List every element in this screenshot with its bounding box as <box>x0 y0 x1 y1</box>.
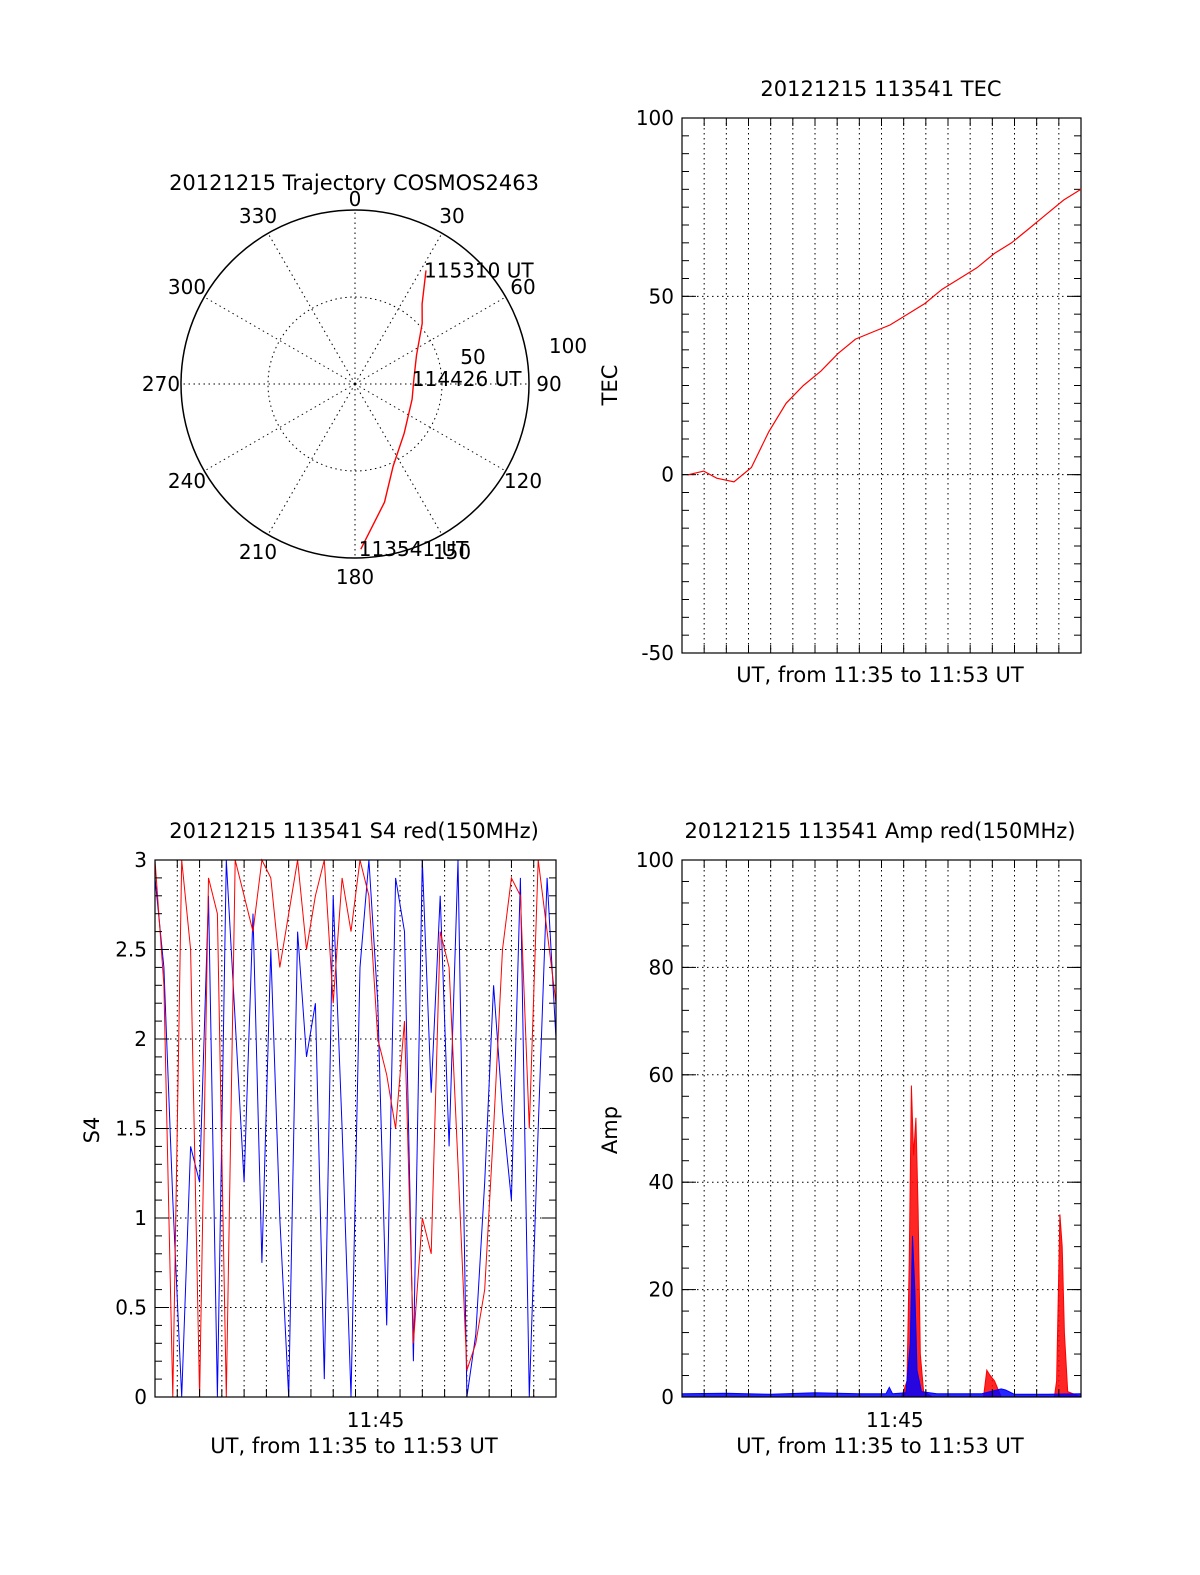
amp-panel: 20121215 113541 Amp red(150MHz) 0 20 40 60 8… <box>598 819 1082 1458</box>
y-tick-label: 100 <box>636 106 674 130</box>
amp-ylabel: Amp <box>598 1106 622 1154</box>
polar-radial-label: 50 <box>460 345 485 369</box>
polar-spoke <box>267 383 356 535</box>
polar-spoke <box>354 383 506 472</box>
y-tick-label: 0 <box>661 1385 674 1409</box>
s4-xlabel: UT, from 11:35 to 11:53 UT <box>210 1434 498 1458</box>
tec-panel: 20121215 113541 TEC -50 0 50 100 TEC UT, fr… <box>598 77 1082 687</box>
trajectory-annotations: 115310 UT 114426 UT 113541 UT <box>359 258 535 561</box>
polar-azimuth-label: 150 <box>433 540 471 564</box>
y-tick-label: 3 <box>134 848 147 872</box>
polar-ring-50 <box>267 296 443 472</box>
polar-azimuth-label: 120 <box>504 469 542 493</box>
polar-spoke <box>354 383 443 535</box>
trajectory-time-label: 115310 UT <box>424 258 534 282</box>
polar-title: 20121215 Trajectory COSMOS2463 <box>169 171 539 195</box>
polar-azimuth-labels: 0 30 60 90 120 150 180 210 240 270 300 330 <box>142 187 562 589</box>
amp-ticks: 0 20 40 60 80 100 11:45 <box>636 848 1081 1432</box>
tec-grid <box>682 118 1081 653</box>
polar-radial-label: 100 <box>549 334 587 358</box>
polar-outer-ring <box>180 209 530 559</box>
y-tick-label: 0.5 <box>115 1296 147 1320</box>
tec-ticks: -50 0 50 100 <box>636 106 1081 665</box>
y-tick-label: 80 <box>649 955 674 979</box>
polar-spoke <box>354 296 506 385</box>
trajectory-time-label: 114426 UT <box>412 367 522 391</box>
tec-series-line <box>688 188 1082 483</box>
polar-azimuth-label: 30 <box>439 204 464 228</box>
y-tick-label: 0 <box>134 1385 147 1409</box>
polar-azimuth-label: 330 <box>239 204 277 228</box>
y-tick-label: 0 <box>661 463 674 487</box>
polar-azimuth-label: 90 <box>536 372 561 396</box>
s4-title: 20121215 113541 S4 red(150MHz) <box>169 819 539 843</box>
s4-series-red <box>154 858 557 1398</box>
y-tick-label: 20 <box>649 1278 674 1302</box>
y-tick-label: 60 <box>649 1063 674 1087</box>
polar-grid <box>181 210 529 558</box>
amp-title: 20121215 113541 Amp red(150MHz) <box>684 819 1075 843</box>
polar-azimuth-label: 240 <box>168 469 206 493</box>
polar-azimuth-label: 60 <box>510 275 535 299</box>
s4-panel: 20121215 113541 S4 red(150MHz) 0 0.5 1 1.5 2… <box>80 819 557 1458</box>
s4-grid <box>155 860 556 1397</box>
trajectory-time-label: 113541 UT <box>359 537 469 561</box>
amp-series-blue <box>681 1235 1082 1398</box>
polar-azimuth-label: 300 <box>168 275 206 299</box>
y-tick-label: 40 <box>649 1170 674 1194</box>
polar-spoke <box>204 383 356 472</box>
y-tick-label: 50 <box>649 284 674 308</box>
x-tick-label: 11:45 <box>866 1408 924 1432</box>
polar-spoke <box>354 233 443 385</box>
amp-grid <box>682 860 1081 1397</box>
tec-xlabel: UT, from 11:35 to 11:53 UT <box>736 663 1024 687</box>
amp-series-red <box>682 1085 1082 1398</box>
amp-xlabel: UT, from 11:35 to 11:53 UT <box>736 1434 1024 1458</box>
polar-azimuth-label: 270 <box>142 372 180 396</box>
s4-ticks: 0 0.5 1 1.5 2 2.5 3 11:45 <box>115 848 556 1432</box>
s4-ylabel: S4 <box>80 1117 104 1144</box>
y-tick-label: 100 <box>636 848 674 872</box>
y-tick-label: -50 <box>641 641 674 665</box>
polar-radial-labels: 50 100 <box>460 334 587 369</box>
polar-azimuth-label: 0 <box>349 187 362 211</box>
y-tick-label: 2 <box>134 1027 147 1051</box>
polar-azimuth-label: 180 <box>336 565 374 589</box>
trajectory-track <box>360 270 427 550</box>
polar-spoke <box>204 296 356 385</box>
polar-panel: 20121215 Trajectory COSMOS2463 0 30 60 90 12… <box>142 171 587 589</box>
y-tick-label: 2.5 <box>115 938 147 962</box>
tec-ylabel: TEC <box>598 365 622 407</box>
tec-title: 20121215 113541 TEC <box>760 77 1001 101</box>
polar-azimuth-label: 210 <box>239 540 277 564</box>
y-tick-label: 1 <box>134 1206 147 1230</box>
y-tick-label: 1.5 <box>115 1117 147 1141</box>
polar-spoke <box>267 233 356 385</box>
x-tick-label: 11:45 <box>347 1408 405 1432</box>
